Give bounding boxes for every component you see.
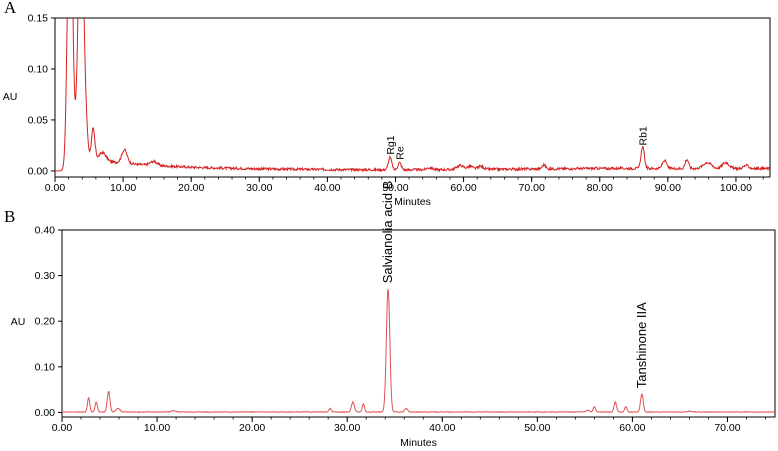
x-tick-label: 0.00 [45, 182, 66, 194]
x-tick-label: 20.00 [178, 182, 204, 194]
panel-letter-b: B [4, 207, 16, 226]
x-tick-label: 50.00 [382, 182, 408, 194]
x-axis-title: Minutes [400, 437, 437, 449]
chromatogram-trace [55, 18, 770, 173]
x-tick-label: 20.00 [239, 422, 265, 434]
x-tick-label: 30.00 [246, 182, 272, 194]
peak-label: Rb1 [638, 126, 650, 145]
peak-label: Salvianolia acid B [380, 181, 395, 284]
x-tick-label: 70.00 [519, 182, 545, 194]
y-tick-label: 0.05 [28, 114, 49, 126]
x-tick-label: 0.00 [52, 422, 73, 434]
y-axis-title: AU [11, 316, 26, 328]
panel-letter-a: A [4, 0, 17, 17]
y-tick-label: 0.10 [28, 63, 49, 75]
x-tick-label: 90.00 [655, 182, 681, 194]
peak-label: Rg1 [385, 135, 397, 154]
plot-frame [61, 229, 776, 418]
x-tick-label: 40.00 [314, 182, 340, 194]
x-tick-label: 40.00 [429, 422, 455, 434]
x-tick-label: 30.00 [334, 422, 360, 434]
y-tick-label: 0.00 [35, 407, 56, 419]
x-tick-label: 50.00 [524, 422, 550, 434]
x-axis-title: Minutes [394, 196, 431, 208]
y-axis-title: AU [3, 91, 18, 103]
x-tick-label: 10.00 [110, 182, 136, 194]
y-tick-label: 0.10 [35, 361, 56, 373]
x-tick-label: 60.00 [450, 182, 476, 194]
x-tick-label: 100.00 [720, 182, 752, 194]
peak-label: Tanshinone IIA [634, 302, 649, 388]
x-tick-label: 10.00 [144, 422, 170, 434]
plot-frame [54, 17, 771, 178]
y-tick-label: 0.40 [35, 225, 56, 237]
x-tick-label: 60.00 [619, 422, 645, 434]
y-tick-label: 0.00 [28, 165, 49, 177]
y-tick-label: 0.20 [35, 316, 56, 328]
y-tick-label: 0.15 [28, 13, 49, 25]
y-tick-label: 0.30 [35, 270, 56, 282]
peak-label: Re [395, 146, 407, 160]
x-tick-label: 80.00 [587, 182, 613, 194]
x-tick-label: 70.00 [714, 422, 740, 434]
chromatogram-trace [62, 289, 775, 414]
